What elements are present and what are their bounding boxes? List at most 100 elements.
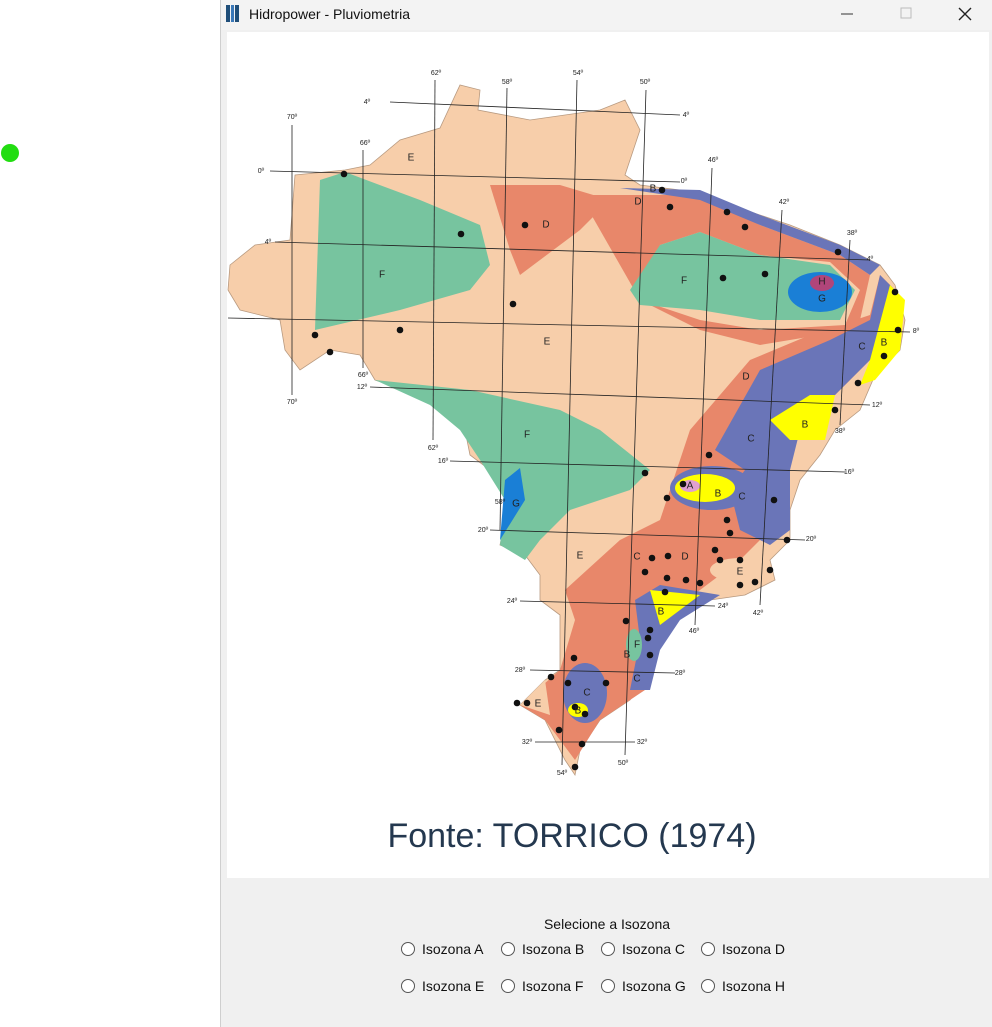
station-dot: [663, 574, 671, 582]
radio-button[interactable]: [401, 979, 415, 993]
radio-option[interactable]: Isozona F: [501, 978, 583, 994]
station-dot: [602, 679, 610, 687]
zone-area: [860, 285, 905, 385]
station-dot: [661, 588, 669, 596]
radio-option[interactable]: Isozona E: [401, 978, 484, 994]
degree-label: 4º: [867, 256, 874, 263]
radio-button[interactable]: [501, 979, 515, 993]
station-dot: [761, 270, 769, 278]
zone-area: [630, 585, 720, 690]
station-dot: [340, 170, 348, 178]
degree-label: 42º: [779, 199, 790, 206]
station-dot: [766, 566, 774, 574]
zone-area: [500, 468, 525, 540]
radio-option[interactable]: Isozona B: [501, 941, 584, 957]
radio-label[interactable]: Isozona F: [522, 978, 584, 994]
radio-option[interactable]: Isozona G: [601, 978, 686, 994]
radio-option[interactable]: Isozona C: [601, 941, 685, 957]
radio-label[interactable]: Isozona B: [522, 941, 585, 957]
zone-area: [490, 185, 610, 275]
station-dot: [648, 554, 656, 562]
radio-label[interactable]: Isozona E: [422, 978, 485, 994]
station-dot: [679, 480, 687, 488]
zone-label: C: [747, 434, 754, 445]
zone-label: E: [577, 551, 584, 562]
radio-label[interactable]: Isozona G: [622, 978, 686, 994]
zone-area: [710, 558, 770, 582]
zone-label: E: [408, 153, 415, 164]
radio-label[interactable]: Isozona H: [722, 978, 786, 994]
degree-label: 0º: [681, 178, 688, 185]
zone-label: E: [737, 567, 744, 578]
radio-option[interactable]: Isozona H: [701, 978, 785, 994]
station-dot: [641, 469, 649, 477]
station-dot: [741, 223, 749, 231]
station-dot: [664, 552, 672, 560]
radio-label[interactable]: Isozona D: [722, 941, 786, 957]
degree-label: 20º: [478, 527, 489, 534]
degree-label: 16º: [438, 458, 449, 465]
station-dot: [644, 634, 652, 642]
zone-label: B: [624, 650, 631, 661]
zone-area: [810, 275, 834, 291]
station-dot: [666, 203, 674, 211]
degree-label: 66º: [358, 372, 369, 379]
degree-label: 12º: [872, 402, 883, 409]
degree-label: 12º: [357, 384, 368, 391]
station-dot: [736, 581, 744, 589]
degree-label: 8º: [913, 328, 920, 335]
station-dot: [555, 726, 563, 734]
station-dot: [880, 352, 888, 360]
zone-label: H: [818, 277, 825, 288]
radio-button[interactable]: [701, 942, 715, 956]
zone-area: [520, 680, 550, 715]
zone-label: G: [818, 294, 826, 305]
zone-area: [770, 395, 835, 440]
station-dot: [719, 274, 727, 282]
degree-label: 32º: [522, 739, 533, 746]
station-dot: [513, 699, 521, 707]
close-button[interactable]: [958, 7, 972, 21]
station-dot: [854, 379, 862, 387]
degree-label: 58º: [495, 499, 506, 506]
radio-option[interactable]: Isozona D: [701, 941, 785, 957]
degree-label: 38º: [847, 230, 858, 237]
degree-label: 24º: [507, 598, 518, 605]
radio-label[interactable]: Isozona A: [422, 941, 484, 957]
station-dot: [326, 348, 334, 356]
radio-option[interactable]: Isozona A: [401, 941, 484, 957]
station-dot: [571, 763, 579, 771]
title-bar-icons: [226, 5, 972, 22]
degree-label: 38º: [835, 428, 846, 435]
radio-button[interactable]: [701, 979, 715, 993]
radio-button[interactable]: [401, 942, 415, 956]
maximize-button[interactable]: [900, 7, 912, 19]
zone-label: B: [575, 706, 582, 717]
radio-label[interactable]: Isozona C: [622, 941, 686, 957]
radio-button[interactable]: [501, 942, 515, 956]
degree-label: 16º: [844, 469, 855, 476]
station-dot: [509, 300, 517, 308]
station-dot: [663, 494, 671, 502]
graticule: [227, 79, 911, 766]
zone-label: F: [379, 270, 385, 281]
station-dot: [891, 288, 899, 296]
station-dot: [831, 406, 839, 414]
station-dot: [723, 208, 731, 216]
station-dot: [658, 186, 666, 194]
station-dot: [646, 651, 654, 659]
degree-label: 54º: [557, 770, 568, 777]
station-dot: [711, 546, 719, 554]
station-dot: [894, 326, 902, 334]
zone-label: C: [633, 674, 640, 685]
indicator-dot: [1, 144, 19, 162]
zone-label: E: [544, 337, 551, 348]
zone-area: [650, 590, 700, 625]
degree-label: 50º: [618, 760, 629, 767]
zone-area: [626, 629, 642, 661]
station-dot: [457, 230, 465, 238]
station-dot: [696, 579, 704, 587]
radio-button[interactable]: [601, 979, 615, 993]
radio-button[interactable]: [601, 942, 615, 956]
station-dot: [716, 556, 724, 564]
